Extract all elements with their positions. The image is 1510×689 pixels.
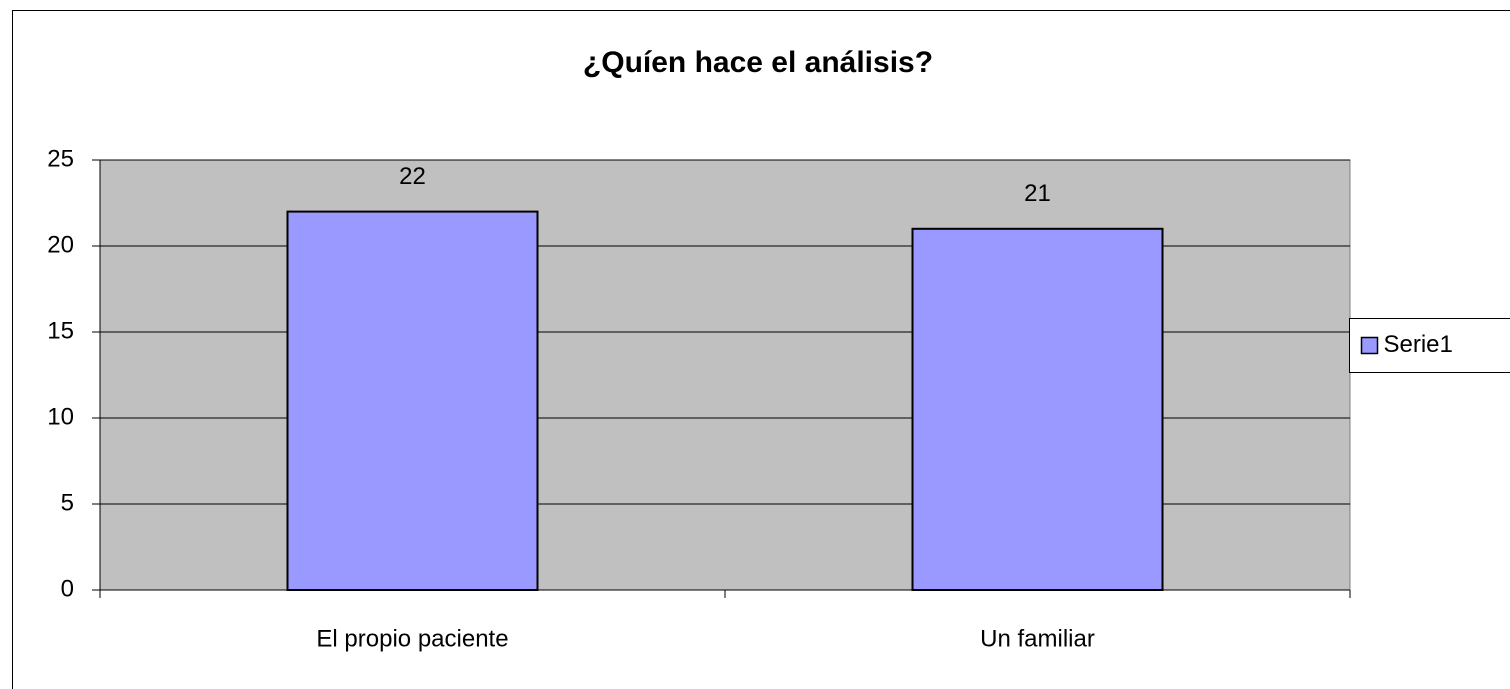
bar (286, 210, 539, 591)
y-tick-label: 15 (47, 317, 74, 344)
data-label: 21 (1024, 180, 1051, 207)
y-tick-label: 20 (47, 231, 74, 258)
y-tick-label: 10 (47, 403, 74, 430)
y-tick-label: 25 (47, 145, 74, 172)
y-tick-label: 0 (61, 575, 74, 602)
legend-swatch (1360, 336, 1379, 355)
data-label: 22 (399, 163, 426, 190)
y-tick-label: 5 (61, 489, 74, 516)
chart-title: ¿Quíen hace el análisis? (583, 46, 933, 79)
bar (911, 227, 1164, 592)
x-tick-label: Un familiar (980, 625, 1095, 652)
legend-label: Serie1 (1384, 331, 1453, 358)
x-tick-label: El propio paciente (316, 625, 508, 652)
